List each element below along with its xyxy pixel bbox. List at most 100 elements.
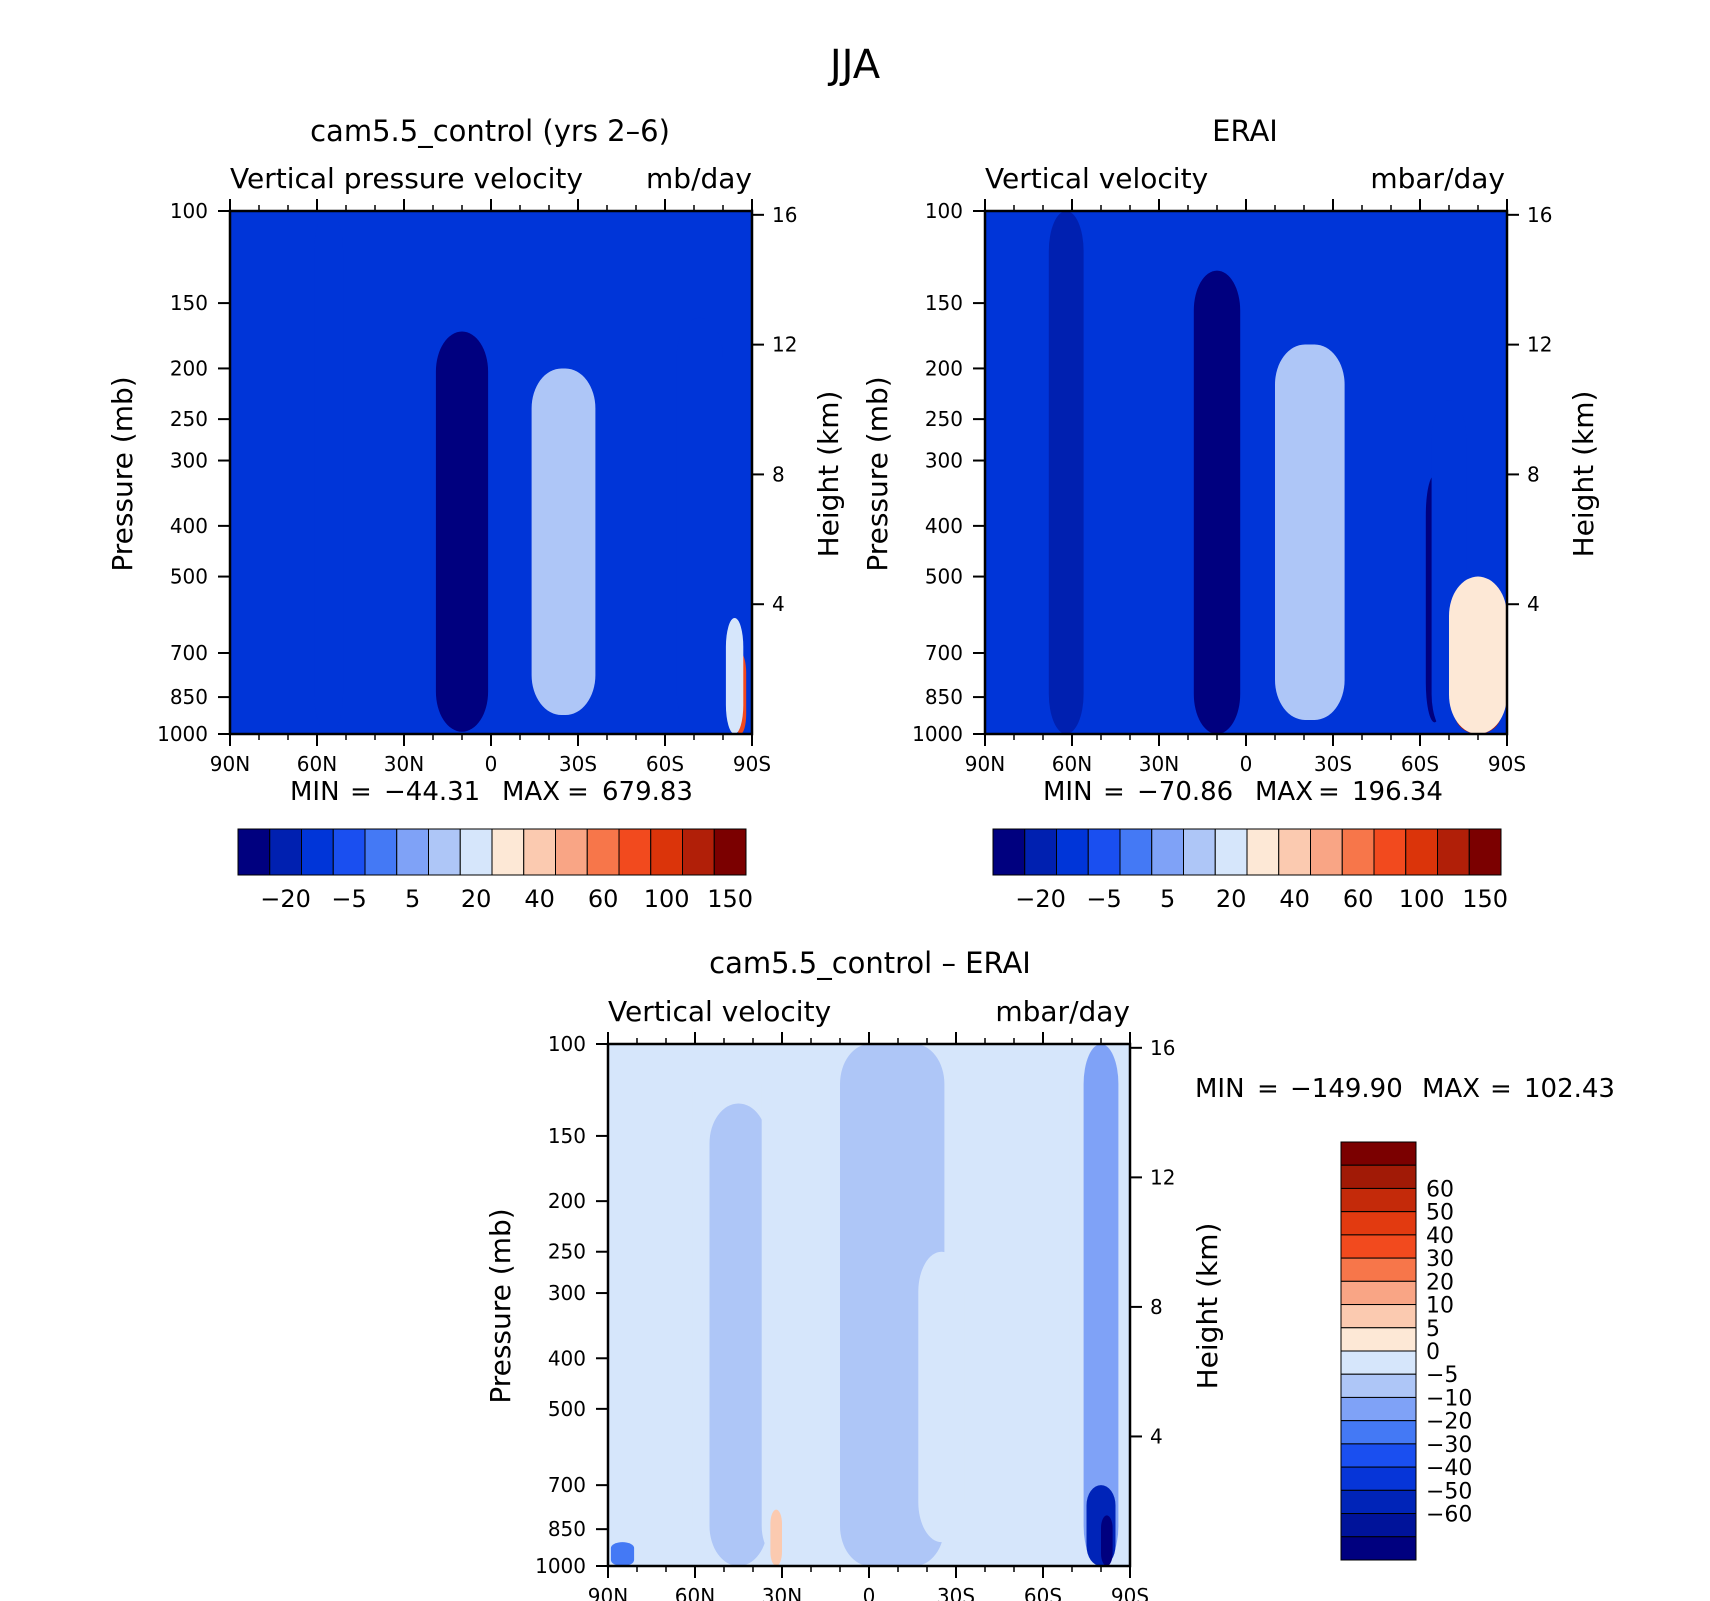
model-colorbar-swatch [459,828,493,876]
obs-colorbar-swatch [1246,828,1280,876]
model-ylabel: Pressure (mb) [106,376,139,571]
diff-contour-region [761,1044,849,1566]
diff-min-max: MIN = −149.90 MAX = 102.43 [1195,1074,1615,1104]
model-colorbar-label: 5 [405,885,420,913]
diff-y2-tick-label: 12 [1150,1165,1175,1189]
model-min-eq: = [350,777,372,807]
diff-min-eq: = [1257,1074,1279,1104]
diff-colorbar-swatch [1340,1257,1417,1282]
model-panel: cam5.5_control (yrs 2–6) Vertical pressu… [106,114,845,913]
model-y2-tick-label: 16 [772,203,797,227]
model-x-axis: 90N 60N 30N 0 30S 60S 90S [210,199,771,776]
obs-colorbar-swatch [1373,828,1407,876]
model-colorbar-swatch [332,828,366,876]
obs-y-tick-label: 150 [925,291,963,315]
diff-colorbar-label: −5 [1426,1363,1458,1388]
obs-x-tick-label: 30N [1139,752,1179,776]
model-y-tick-label: 250 [170,407,208,431]
diff-colorbar-swatch [1340,1304,1417,1329]
diff-y-tick-label: 500 [548,1397,586,1421]
obs-colorbar: −20 −5 5 20 40 60 100 150 [992,828,1508,913]
model-min-label: MIN [290,777,340,807]
diff-colorbar-swatch [1340,1141,1417,1166]
model-y-tick-label: 300 [170,449,208,473]
diff-y-tick-label: 250 [548,1240,586,1264]
diff-y-tick-label: 1000 [535,1554,586,1578]
obs-max-eq: = [1318,777,1340,807]
diff-colorbar-label: 5 [1426,1317,1440,1342]
diff-colorbar-label: 0 [1426,1340,1440,1365]
diff-panel: cam5.5_control – ERAI Vertical velocity … [484,946,1615,1601]
obs-y-tick-label: 500 [925,565,963,589]
diff-contour-region [610,1542,635,1566]
obs-x-axis: 90N 60N 30N 0 30S 60S 90S [965,199,1526,776]
obs-x-tick-label: 30S [1314,752,1352,776]
diff-colorbar-swatch [1340,1443,1417,1468]
obs-y-tick-label: 1000 [912,722,963,746]
obs-left-string: Vertical velocity [985,162,1208,195]
diff-colorbar-swatch [1340,1350,1417,1375]
diff-y-tick-label: 150 [548,1124,586,1148]
model-colorbar-swatch [523,828,556,876]
model-colorbar-swatch [364,828,398,876]
model-colorbar: −20 −5 5 20 40 60 100 150 [237,828,753,913]
diff-x-axis: 90N 60N 30N 0 30S 60S 90S [588,1032,1149,1601]
obs-colorbar-label: 150 [1462,885,1508,913]
obs-contour-region [1275,344,1345,720]
model-y2-tick-label: 8 [772,462,785,486]
model-y-tick-label: 200 [170,356,208,380]
obs-colorbar-swatch [1437,828,1470,876]
obs-y-tick-label: 700 [925,641,963,665]
diff-colorbar-swatch [1340,1187,1417,1213]
diff-y-axis: 100 150 200 250 300 400 500 700 850 1000 [535,1032,608,1578]
model-contour-field [230,211,752,734]
model-colorbar-swatch [713,828,747,876]
obs-y2label: Height (km) [1567,391,1600,558]
obs-colorbar-label: 100 [1399,885,1445,913]
obs-contour-region [1048,211,1084,734]
obs-colorbar-label: 20 [1216,885,1247,913]
diff-y2-axis: 4 8 12 16 [1130,1036,1175,1448]
diff-colorbar-swatch [1340,1420,1417,1445]
model-colorbar-label: 40 [524,885,555,913]
diff-colorbar-swatch [1340,1489,1417,1515]
obs-x-tick-label: 60S [1401,752,1439,776]
diff-contour-region [1028,1044,1070,1566]
obs-contour-region [1193,270,1241,734]
obs-y2-tick-label: 16 [1527,203,1552,227]
diff-colorbar-label: 40 [1426,1224,1454,1249]
diff-colorbar-label: −40 [1426,1456,1472,1481]
diff-left-string: Vertical velocity [608,995,831,1028]
obs-y-axis: 100 150 200 250 300 400 500 700 850 1000 [912,199,985,746]
diff-panel-title: cam5.5_control – ERAI [709,946,1031,980]
diff-y-tick-label: 200 [548,1189,586,1213]
model-colorbar-swatch [555,828,588,876]
model-min-max: MIN = −44.31 MAX = 679.83 [290,777,693,807]
obs-colorbar-swatch [1341,828,1375,876]
model-colorbar-label: −20 [260,885,311,913]
diff-x-tick-label: 30S [937,1584,975,1601]
model-y2-tick-label: 12 [772,333,797,357]
diff-y2-tick-label: 16 [1150,1036,1175,1060]
diff-colorbar-swatch [1340,1513,1417,1538]
model-y-tick-label: 500 [170,565,208,589]
model-x-tick-label: 30S [559,752,597,776]
obs-y2-tick-label: 12 [1527,333,1552,357]
obs-colorbar-label: 40 [1279,885,1310,913]
model-colorbar-swatch [396,828,429,876]
obs-colorbar-swatch [1024,828,1057,876]
model-colorbar-swatch [682,828,715,876]
model-colorbar-swatch [428,828,461,876]
model-y2label: Height (km) [812,391,845,558]
diff-y-tick-label: 300 [548,1281,586,1305]
model-contour-region [435,331,489,732]
diff-colorbar-swatch [1340,1211,1417,1236]
diff-colorbar-label: −50 [1426,1479,1472,1504]
obs-y-tick-label: 300 [925,449,963,473]
model-field-background [230,211,752,734]
obs-panel: ERAI Vertical velocity mbar/day Pressure… [861,114,1600,913]
obs-max-label: MAX [1255,777,1313,807]
obs-min-eq: = [1103,777,1125,807]
obs-y-tick-label: 200 [925,356,963,380]
